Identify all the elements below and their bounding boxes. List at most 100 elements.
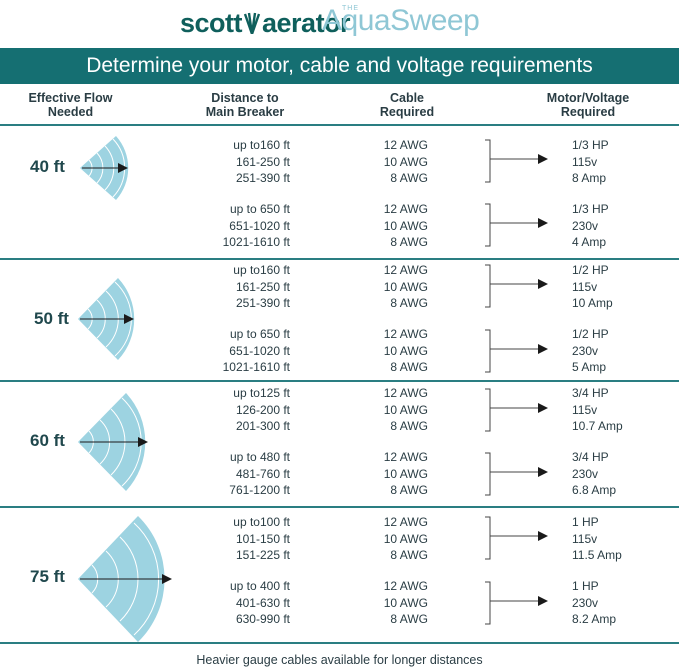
motor-hp: 3/4 HP (572, 386, 609, 400)
distance-value: up to 400 ft (229, 579, 290, 593)
motor-voltage: 115v (572, 531, 598, 546)
cable-value: 8 AWG (390, 419, 428, 433)
cable-value: 8 AWG (390, 360, 428, 374)
cable-value: 12 AWG (383, 138, 428, 152)
distance-value: 251-390 ft (235, 296, 290, 310)
cable-value: 10 AWG (383, 595, 428, 610)
cable-value: 8 AWG (390, 235, 428, 249)
header-motor: Motor/Voltage Required (528, 91, 648, 119)
bracket-arrow-icon (485, 581, 548, 625)
header-cable-line1: Cable (389, 91, 425, 105)
distance-value: 161-250 ft (235, 154, 290, 169)
motor-amps: 6.8 Amp (572, 483, 617, 497)
motor-voltage: 230v (572, 595, 599, 610)
bracket-arrow-icon (485, 203, 548, 247)
title-banner: Determine your motor, cable and voltage … (0, 48, 679, 84)
flow-label-40: 40 ft (30, 157, 65, 176)
cable-value: 12 AWG (383, 450, 428, 464)
cable-value: 12 AWG (383, 579, 428, 593)
motor-hp: 1/2 HP (572, 327, 609, 341)
header-flow-line1: Effective Flow (28, 91, 113, 105)
flow-sector-75-icon (78, 516, 172, 642)
header-distance-line1: Distance to (211, 91, 279, 105)
distance-list: up to125 ft 126-200 ft 201-300 ft (190, 385, 290, 435)
company-name-part1: scott (180, 8, 243, 38)
distance-value: 126-200 ft (235, 402, 290, 417)
motor-spec: 1/3 HP 115v 8 Amp (572, 137, 679, 187)
cable-list: 12 AWG 10 AWG 8 AWG (328, 262, 428, 312)
product-prefix: THE (342, 5, 359, 12)
motor-spec: 1/2 HP 115v 10 Amp (572, 262, 679, 312)
distance-value: up to 480 ft (229, 450, 290, 464)
section-divider (0, 506, 679, 508)
bracket-arrow-icon (485, 452, 548, 496)
distance-value: up to100 ft (233, 515, 290, 529)
motor-voltage: 230v (572, 343, 599, 358)
distance-value: 101-150 ft (235, 531, 290, 546)
motor-amps: 11.5 Amp (572, 548, 622, 562)
bracket-arrow-icon (485, 264, 548, 308)
cable-list: 12 AWG 10 AWG 8 AWG (328, 449, 428, 499)
header-motor-line1: Motor/Voltage (546, 91, 630, 105)
distance-value: 651-1020 ft (229, 218, 290, 233)
cable-list: 12 AWG 10 AWG 8 AWG (328, 326, 428, 376)
motor-amps: 10 Amp (572, 296, 613, 310)
motor-amps: 8.2 Amp (572, 612, 617, 626)
motor-spec: 3/4 HP 115v 10.7 Amp (572, 385, 679, 435)
cable-value: 10 AWG (383, 218, 428, 233)
cable-value: 8 AWG (390, 171, 428, 185)
motor-voltage: 230v (572, 466, 599, 481)
motor-hp: 1/2 HP (572, 263, 609, 277)
motor-spec: 3/4 HP 230v 6.8 Amp (572, 449, 679, 499)
motor-voltage: 115v (572, 402, 598, 417)
cable-value: 12 AWG (383, 263, 428, 277)
flow-sector-50-icon (78, 278, 135, 360)
cable-value: 10 AWG (383, 466, 428, 481)
distance-list: up to160 ft 161-250 ft 251-390 ft (190, 262, 290, 312)
distance-value: 401-630 ft (235, 595, 290, 610)
distance-value: 151-225 ft (235, 548, 290, 562)
motor-hp: 1 HP (572, 515, 599, 529)
distance-value: 761-1200 ft (229, 483, 290, 497)
footer-note: Heavier gauge cables available for longe… (196, 653, 483, 667)
distance-value: 651-1020 ft (229, 343, 290, 358)
cable-value: 10 AWG (383, 343, 428, 358)
bracket-arrow-icon (485, 139, 548, 183)
cable-value: 10 AWG (383, 531, 428, 546)
distance-value: 1021-1610 ft (222, 235, 290, 249)
section-divider (0, 258, 679, 260)
cable-list: 12 AWG 10 AWG 8 AWG (328, 201, 428, 251)
flow-label-50: 50 ft (34, 309, 69, 328)
motor-voltage: 115v (572, 154, 598, 169)
cable-value: 12 AWG (383, 515, 428, 529)
distance-value: up to160 ft (233, 263, 290, 277)
bracket-arrow-icon (485, 329, 548, 373)
fan-logo-icon (243, 12, 261, 35)
section-divider (0, 642, 679, 644)
distance-list: up to160 ft 161-250 ft 251-390 ft (190, 137, 290, 187)
bracket-arrow-icon (485, 388, 548, 432)
motor-amps: 5 Amp (572, 360, 607, 374)
flow-label-75: 75 ft (30, 567, 65, 586)
distance-value: 481-760 ft (235, 466, 290, 481)
header-cable-line2: Required (379, 105, 435, 119)
cable-list: 12 AWG 10 AWG 8 AWG (328, 137, 428, 187)
motor-spec: 1 HP 230v 8.2 Amp (572, 578, 679, 628)
header-distance-line2: Main Breaker (205, 105, 285, 119)
header-cable: Cable Required (352, 91, 462, 119)
header-flow-line2: Needed (47, 105, 94, 119)
cable-value: 12 AWG (383, 327, 428, 341)
section-divider (0, 380, 679, 382)
motor-hp: 3/4 HP (572, 450, 609, 464)
flow-label-60: 60 ft (30, 431, 65, 450)
distance-value: 1021-1610 ft (222, 360, 290, 374)
header-flow: Effective Flow Needed (18, 91, 123, 119)
motor-spec: 1 HP 115v 11.5 Amp (572, 514, 679, 564)
cable-list: 12 AWG 10 AWG 8 AWG (328, 385, 428, 435)
distance-list: up to100 ft 101-150 ft 151-225 ft (190, 514, 290, 564)
cable-value: 8 AWG (390, 548, 428, 562)
cable-value: 10 AWG (383, 154, 428, 169)
distance-value: 161-250 ft (235, 279, 290, 294)
motor-spec: 1/3 HP 230v 4 Amp (572, 201, 679, 251)
distance-list: up to 650 ft 651-1020 ft 1021-1610 ft (190, 201, 290, 251)
